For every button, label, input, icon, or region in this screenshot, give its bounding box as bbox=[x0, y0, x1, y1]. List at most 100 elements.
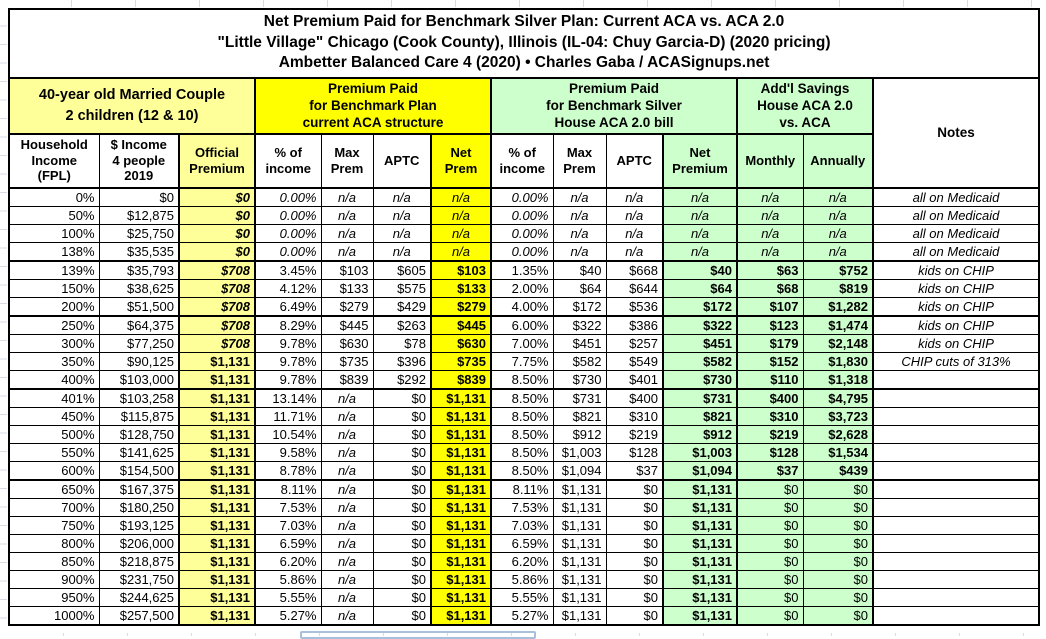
cell-h-net: $64 bbox=[662, 278, 738, 298]
cell-official: $0 bbox=[178, 241, 256, 262]
cell-h-max: $1,131 bbox=[552, 551, 607, 571]
cell-aca-max: n/a bbox=[320, 533, 374, 553]
cell-fpl: 150% bbox=[8, 278, 100, 298]
cell-notes bbox=[871, 442, 1040, 462]
table-row: 350% $90,125 $1,131 9.78% $735 $396 $735 7.75% $… bbox=[8, 351, 1040, 371]
cell-h-max: n/a bbox=[552, 187, 607, 207]
table-row: 550% $141,625 $1,131 9.58% n/a $0 $1,131 8.50% $… bbox=[8, 442, 1040, 462]
cell-aca-max: n/a bbox=[320, 223, 374, 243]
cell-aca-aptc: $78 bbox=[372, 333, 432, 353]
cell-monthly: $128 bbox=[736, 442, 804, 462]
cell-official: $1,131 bbox=[178, 406, 256, 426]
cell-notes: kids on CHIP bbox=[871, 296, 1040, 317]
table-row: 700% $180,250 $1,131 7.53% n/a $0 $1,131 7.53% $… bbox=[8, 497, 1040, 517]
cell-aca-pct: 6.59% bbox=[254, 533, 322, 553]
cell-official: $0 bbox=[178, 205, 256, 225]
cell-notes bbox=[871, 369, 1040, 390]
cell-h-pct: 5.27% bbox=[490, 605, 554, 625]
cell-h-aptc: $0 bbox=[605, 515, 664, 535]
cell-h-max: $821 bbox=[552, 406, 607, 426]
cell-h-net: $1,131 bbox=[662, 605, 738, 625]
cell-income: $64,375 bbox=[98, 315, 180, 335]
cell-monthly: $179 bbox=[736, 333, 804, 353]
cell-monthly: $310 bbox=[736, 406, 804, 426]
cell-h-max: $1,003 bbox=[552, 442, 607, 462]
cell-fpl: 0% bbox=[8, 187, 100, 207]
table-row: 138% $35,535 $0 0.00% n/a n/a n/a 0.00% n/a n/a n/… bbox=[8, 241, 1040, 262]
cell-h-max: n/a bbox=[552, 205, 607, 225]
cell-h-net: $40 bbox=[662, 260, 738, 280]
cell-income: $90,125 bbox=[98, 351, 180, 371]
section-household: 40-year old Married Couple 2 children (1… bbox=[8, 76, 256, 135]
table-row: 850% $218,875 $1,131 6.20% n/a $0 $1,131 6.20% $… bbox=[8, 551, 1040, 571]
table-row: 800% $206,000 $1,131 6.59% n/a $0 $1,131 6.59% $… bbox=[8, 533, 1040, 553]
cell-aca-max: $839 bbox=[320, 369, 374, 390]
cell-aca-net: n/a bbox=[430, 187, 492, 207]
cell-aca-aptc: $0 bbox=[372, 406, 432, 426]
cell-income: $128,750 bbox=[98, 424, 180, 444]
cell-aca-max: n/a bbox=[320, 187, 374, 207]
cell-aca-pct: 5.55% bbox=[254, 587, 322, 607]
cell-h-pct: 8.50% bbox=[490, 460, 554, 481]
cell-aca-max: n/a bbox=[320, 424, 374, 444]
cell-official: $708 bbox=[178, 333, 256, 353]
table-row: 500% $128,750 $1,131 10.54% n/a $0 $1,131 8.50%… bbox=[8, 424, 1040, 444]
cell-h-aptc: $644 bbox=[605, 278, 664, 298]
cell-aca-aptc: $0 bbox=[372, 497, 432, 517]
cell-h-aptc: $310 bbox=[605, 406, 664, 426]
cell-annually: $2,148 bbox=[802, 333, 874, 353]
cell-official: $708 bbox=[178, 315, 256, 335]
cell-aca-aptc: n/a bbox=[372, 223, 432, 243]
cell-h-net: $1,131 bbox=[662, 479, 738, 499]
cell-h-max: $64 bbox=[552, 278, 607, 298]
cell-aca-pct: 13.14% bbox=[254, 388, 322, 408]
table-row: 250% $64,375 $708 8.29% $445 $263 $445 6.00% $32… bbox=[8, 315, 1040, 335]
cell-notes bbox=[871, 479, 1040, 499]
cell-aca-max: $133 bbox=[320, 278, 374, 298]
cell-monthly: $0 bbox=[736, 515, 804, 535]
cell-annually: $0 bbox=[802, 515, 874, 535]
cell-aca-aptc: $0 bbox=[372, 533, 432, 553]
cell-aca-net: $1,131 bbox=[430, 442, 492, 462]
cell-annually: $0 bbox=[802, 569, 874, 589]
cell-official: $1,131 bbox=[178, 551, 256, 571]
cell-h-max: $40 bbox=[552, 260, 607, 280]
cell-h-aptc: $0 bbox=[605, 497, 664, 517]
cell-official: $708 bbox=[178, 278, 256, 298]
cell-notes: all on Medicaid bbox=[871, 223, 1040, 243]
cell-monthly: n/a bbox=[736, 205, 804, 225]
cell-aca-pct: 11.71% bbox=[254, 406, 322, 426]
cell-official: $1,131 bbox=[178, 533, 256, 553]
cell-annually: $752 bbox=[802, 260, 874, 280]
col-header-h-net: Net Premium bbox=[662, 133, 738, 189]
cell-notes bbox=[871, 515, 1040, 535]
cell-h-net: $1,003 bbox=[662, 442, 738, 462]
cell-h-net: $912 bbox=[662, 424, 738, 444]
cell-aca-pct: 0.00% bbox=[254, 187, 322, 207]
cell-income: $38,625 bbox=[98, 278, 180, 298]
table-row: 100% $25,750 $0 0.00% n/a n/a n/a 0.00% n/a n/a n/… bbox=[8, 223, 1040, 243]
cell-notes bbox=[871, 497, 1040, 517]
cell-h-pct: 7.00% bbox=[490, 333, 554, 353]
cell-notes bbox=[871, 388, 1040, 408]
cell-aca-aptc: $0 bbox=[372, 388, 432, 408]
cell-h-pct: 0.00% bbox=[490, 187, 554, 207]
cell-annually: $4,795 bbox=[802, 388, 874, 408]
cell-aca-aptc: $0 bbox=[372, 569, 432, 589]
cell-income: $206,000 bbox=[98, 533, 180, 553]
table-row: 0% $0 $0 0.00% n/a n/a n/a 0.00% n/a n/a n/a n/a n/a… bbox=[8, 187, 1040, 207]
cell-h-pct: 4.00% bbox=[490, 296, 554, 317]
cell-aca-max: $445 bbox=[320, 315, 374, 335]
cell-aca-aptc: $0 bbox=[372, 515, 432, 535]
cell-notes bbox=[871, 551, 1040, 571]
cell-income: $35,535 bbox=[98, 241, 180, 262]
cell-annually: n/a bbox=[802, 205, 874, 225]
cell-notes bbox=[871, 424, 1040, 444]
cell-h-pct: 0.00% bbox=[490, 205, 554, 225]
table-row: 139% $35,793 $708 3.45% $103 $605 $103 1.35% $40… bbox=[8, 260, 1040, 280]
cell-aca-max: n/a bbox=[320, 241, 374, 262]
table-row: 401% $103,258 $1,131 13.14% n/a $0 $1,131 8.50%… bbox=[8, 388, 1040, 408]
cell-income: $193,125 bbox=[98, 515, 180, 535]
cell-h-net: $1,131 bbox=[662, 587, 738, 607]
cell-income: $180,250 bbox=[98, 497, 180, 517]
